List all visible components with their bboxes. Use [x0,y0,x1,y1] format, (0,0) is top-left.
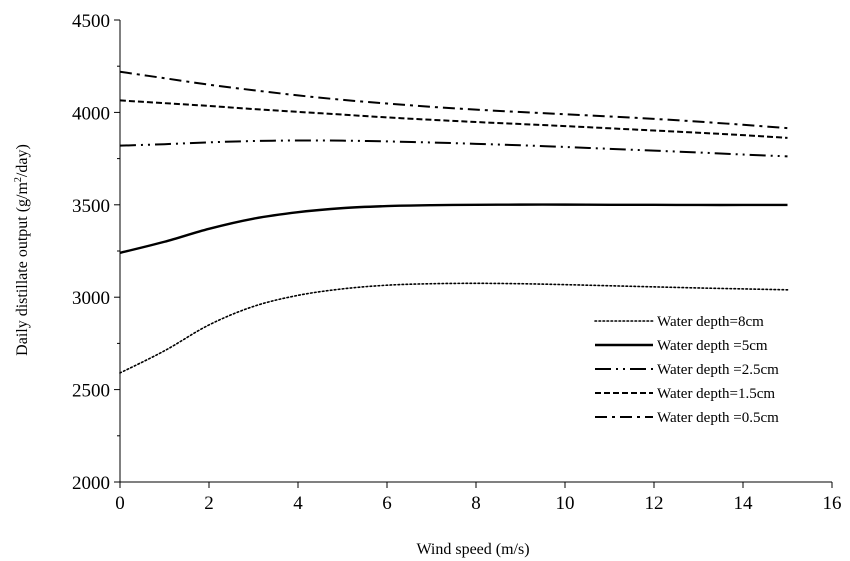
x-tick-label: 4 [293,493,303,514]
y-axis-title-main: Daily distillate output (g/m [14,182,31,356]
y-tick-label: 2000 [72,473,110,494]
y-tick-label: 2500 [72,381,110,402]
x-axis-title: Wind speed (m/s) [416,541,529,558]
series-line-5 [119,70,788,130]
legend-label-3: Water depth =2.5cm [657,362,779,378]
series-line-1 [119,282,789,374]
x-tick-label: 12 [645,493,664,514]
x-tick-label: 16 [823,493,842,514]
legend-label-1: Water depth=8cm [657,314,764,330]
axes: 2000 2500 3000 3500 4000 4500 0 2 4 6 8 10 12 14 16 [72,11,842,514]
y-axis-title-end: /day) [14,144,31,177]
y-tick-label: 4500 [72,11,110,32]
y-tick-label: 3000 [72,288,110,309]
x-tick-label: 8 [471,493,481,514]
legend-label-4: Water depth=1.5cm [657,386,775,402]
legend-label-5: Water depth =0.5cm [657,410,779,426]
series-line-2 [119,203,788,255]
legend-label-2: Water depth =5cm [657,338,768,354]
y-tick-label: 4000 [72,103,110,124]
y-axis-title: Daily distillate output (g/m2/day) [13,144,31,356]
series-line-3 [119,139,788,158]
series-line-4 [119,99,788,139]
series-layer [119,70,789,374]
legend: Water depth=8cm Water depth =5cm Water dep… [594,314,779,426]
y-axis-title-superscript: 2 [13,177,24,182]
x-tick-label: 14 [734,493,754,514]
x-tick-label: 2 [204,493,214,514]
x-tick-label: 10 [556,493,575,514]
x-tick-label: 6 [382,493,392,514]
x-tick-label: 0 [115,493,125,514]
y-tick-label: 3500 [72,196,110,217]
